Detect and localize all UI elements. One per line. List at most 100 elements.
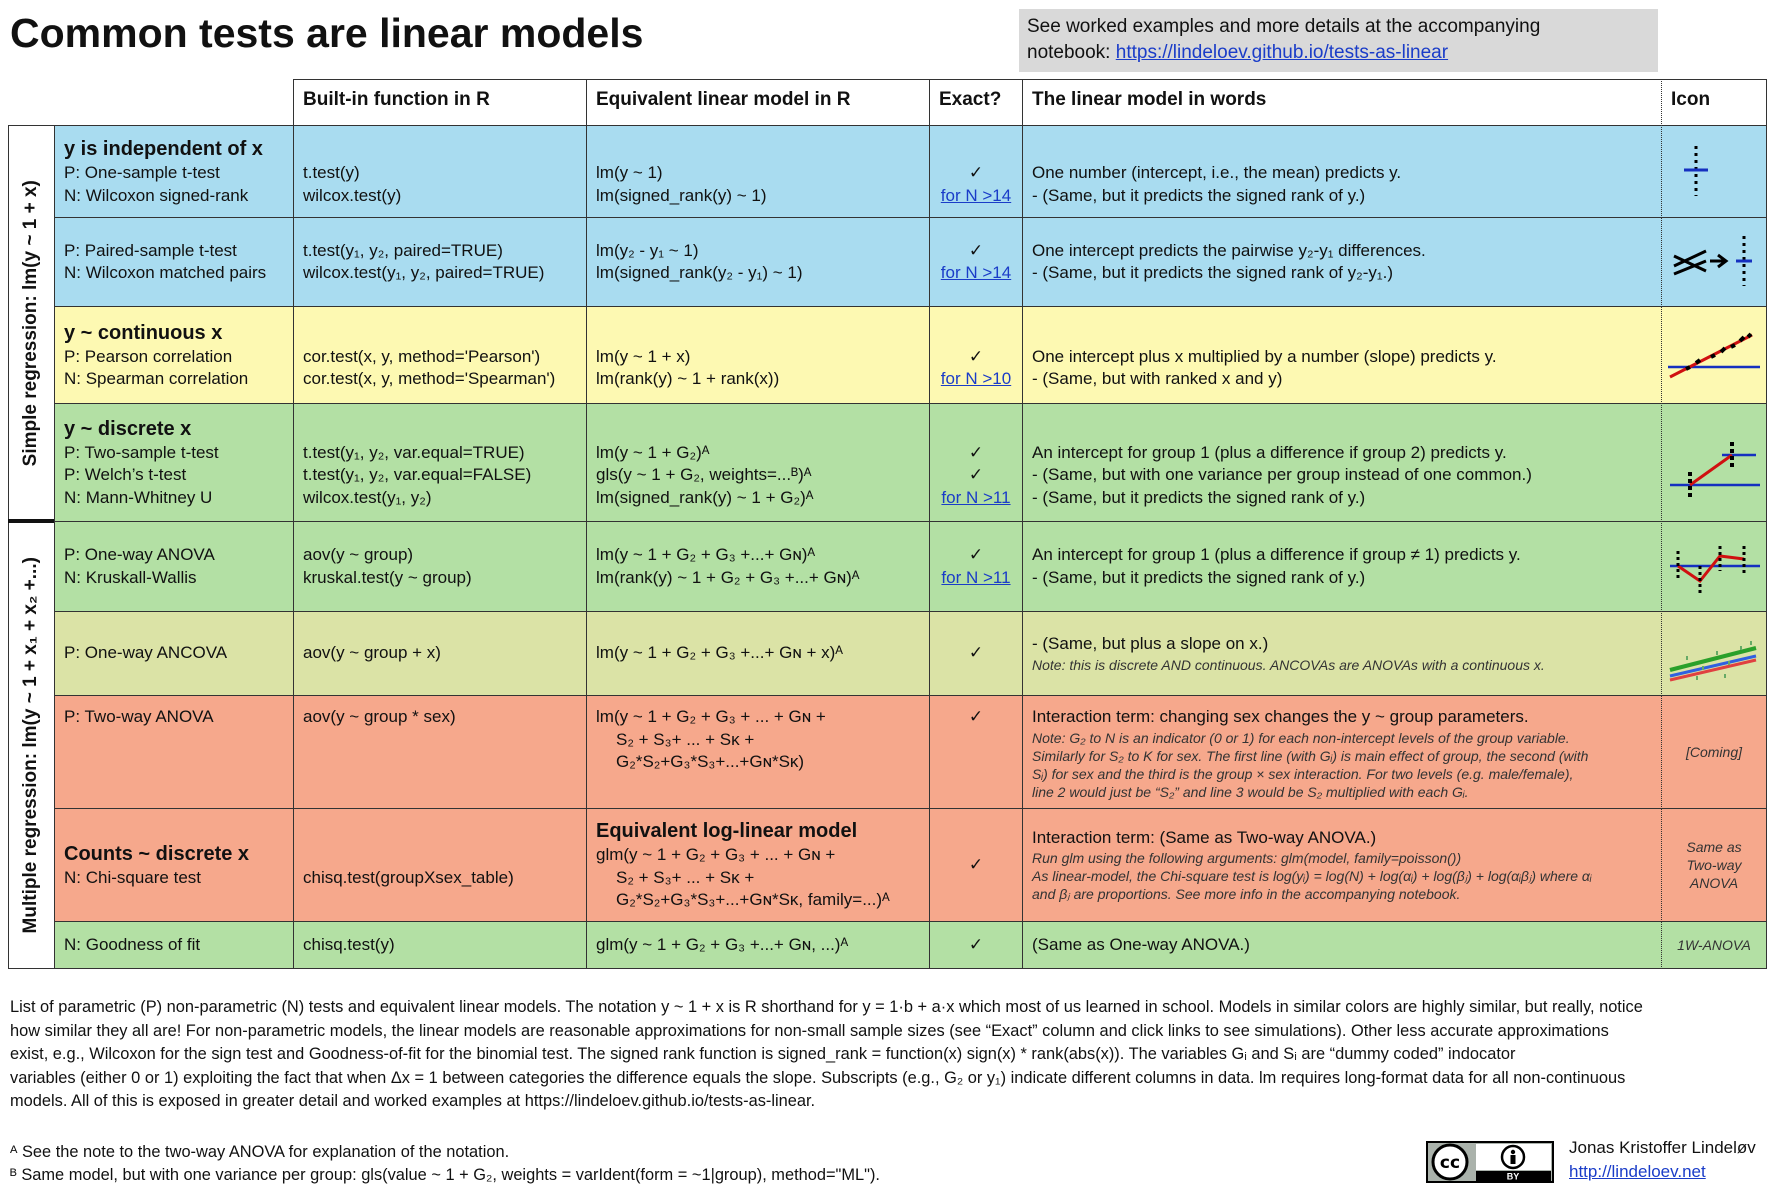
icon-text: ANOVA	[1689, 875, 1739, 891]
r-function: aov(y ~ group + x)	[303, 643, 441, 663]
simulation-link[interactable]: for N >11	[941, 567, 1011, 587]
notebook-link[interactable]: https://lindeloev.github.io/tests-as-lin…	[1115, 42, 1449, 63]
title: Common tests are linear models	[10, 10, 644, 56]
note-line: See worked examples and more details at …	[1027, 16, 1541, 37]
linear-model: lm(y ~ 1 + x)	[596, 346, 691, 366]
model-note: Run glm using the following arguments: g…	[1032, 850, 1462, 867]
test-name: N: Kruskall-Wallis	[64, 567, 197, 587]
r-function: chisq.test(y)	[303, 934, 395, 954]
words-cell: Interaction term: changing sex changes t…	[1022, 695, 1662, 809]
simulation-link[interactable]: for N >14	[940, 185, 1012, 205]
words-cell: An intercept for group 1 (plus a differe…	[1022, 521, 1662, 612]
function-cell: aov(y ~ group + x)	[293, 611, 587, 696]
column-header: Icon	[1661, 79, 1767, 126]
r-function: t.test(y₁, y₂, var.equal=TRUE)	[303, 442, 525, 462]
exact-check: ✓	[968, 442, 984, 462]
icon	[1670, 441, 1760, 497]
model-description: One number (intercept, i.e., the mean) p…	[1032, 163, 1402, 182]
column-header-text: Exact?	[939, 89, 1002, 110]
linear-model: lm(y ~ 1)	[596, 163, 663, 182]
model-description: - (Same, but it predicts the signed rank…	[1032, 487, 1366, 507]
exact-check: ✓	[968, 545, 984, 564]
model-description: - (Same, but it predicts the signed rank…	[1032, 185, 1366, 205]
column-header: Built-in function in R	[293, 79, 587, 126]
icon-cell	[1661, 611, 1767, 696]
simulation-link[interactable]: for N >10	[940, 369, 1012, 388]
exact-check: ✓	[968, 707, 984, 726]
test-name: P: Pearson correlation	[64, 346, 233, 366]
author-block: Jonas Kristoffer Lindeløv http://lindelo…	[1569, 1136, 1756, 1184]
tests-cell: Counts ~ discrete x N: Chi-square test	[54, 808, 294, 922]
r-function: wilcox.test(y₁, y₂, paired=TRUE)	[303, 263, 545, 282]
model-cell: lm(y ~ 1) lm(signed_rank(y) ~ 1)	[586, 125, 930, 218]
model-description: An intercept for group 1 (plus a differe…	[1032, 442, 1507, 462]
row-heading: Counts ~ discrete x	[64, 842, 250, 865]
icon	[1668, 332, 1760, 379]
linear-model: gls(y ~ 1 + G₂, weights=...ᴮ)ᴬ	[596, 465, 812, 485]
tests-cell: y is independent of x P: One-sample t-tes…	[54, 125, 294, 218]
model-description: - (Same, but with ranked x and y)	[1032, 369, 1283, 388]
model-description: Interaction term: (Same as Two-way ANOVA…	[1032, 827, 1377, 847]
icon-cell	[1661, 217, 1767, 307]
simulation-link[interactable]: for N >14	[940, 263, 1012, 282]
exact-cell: ✓ for N >11	[929, 521, 1023, 612]
icon-cell: [Coming]	[1661, 695, 1767, 809]
exact-check: ✓	[968, 465, 984, 485]
function-cell: cor.test(x, y, method='Pearson') cor.test…	[293, 306, 587, 404]
footer-line: models. All of this is exposed in greate…	[10, 1092, 816, 1110]
function-cell: chisq.test(groupXsex_table)	[293, 808, 587, 922]
r-function: kruskal.test(y ~ group)	[303, 567, 472, 587]
exact-check: ✓	[968, 643, 984, 663]
test-name: P: Welch’s t-test	[64, 465, 187, 485]
model-cell: Equivalent log-linear model glm(y ~ 1 + G…	[586, 808, 930, 922]
exact-cell: ✓ ✓ for N >11	[929, 403, 1023, 522]
column-header-text: The linear model in words	[1032, 89, 1267, 110]
model-description: One intercept plus x multiplied by a num…	[1032, 346, 1497, 366]
r-function: aov(y ~ group)	[303, 545, 414, 564]
r-function: cor.test(x, y, method='Pearson')	[303, 346, 541, 366]
license-text: BY	[1507, 1172, 1520, 1182]
row-heading: y ~ continuous x	[64, 321, 223, 344]
test-name: P: One-way ANOVA	[64, 545, 215, 564]
group-label: Multiple regression: lm(y ~ 1 + x₁ + x₂ …	[8, 521, 55, 969]
r-function: t.test(y₁, y₂, paired=TRUE)	[303, 240, 503, 260]
tests-cell: N: Goodness of fit	[54, 921, 294, 969]
model-cell: lm(y ~ 1 + x) lm(rank(y) ~ 1 + rank(x))	[586, 306, 930, 404]
linear-model: lm(y ~ 1 + G₂ + G₃ +...+ Gɴ + x)ᴬ	[596, 643, 843, 663]
note-line: notebook: https://lindeloev.github.io/te…	[1027, 40, 1650, 66]
linear-model: S₂ + S₃+ ... + Sᴋ +	[616, 867, 755, 887]
linear-model: lm(rank(y) ~ 1 + G₂ + G₃ +...+ Gɴ)ᴬ	[596, 567, 860, 587]
test-name: N: Spearman correlation	[64, 369, 249, 388]
test-name: N: Wilcoxon matched pairs	[64, 263, 267, 282]
model-cell: lm(y ~ 1 + G₂ + G₃ +...+ Gɴ + x)ᴬ	[586, 611, 930, 696]
author-link[interactable]: http://lindeloev.net	[1569, 1162, 1706, 1181]
column-header: Equivalent linear model in R	[586, 79, 930, 126]
icon-cell	[1661, 125, 1767, 218]
column-header: The linear model in words	[1022, 79, 1662, 126]
icon-text: 1W-ANOVA	[1677, 937, 1751, 953]
column-header: Exact?	[929, 79, 1023, 126]
icon-cell	[1661, 306, 1767, 404]
words-cell: - (Same, but plus a slope on x.) Note: th…	[1022, 611, 1662, 696]
simulation-link[interactable]: for N >11	[941, 487, 1011, 507]
model-cell: lm(y₂ - y₁ ~ 1) lm(signed_rank(y₂ - y₁) ~…	[586, 217, 930, 307]
function-cell: aov(y ~ group * sex)	[293, 695, 587, 809]
icon-cell: 1W-ANOVA	[1661, 921, 1767, 969]
notebook-box: See worked examples and more details at …	[1019, 9, 1658, 72]
footer-line: List of parametric (P) non-parametric (N…	[10, 998, 1643, 1016]
icon-cell	[1661, 403, 1767, 522]
words-cell: One intercept predicts the pairwise y₂-y…	[1022, 217, 1662, 307]
model-note: As linear-model, the Chi-square test is …	[1032, 868, 1592, 885]
r-function: wilcox.test(y)	[303, 185, 402, 205]
function-cell: t.test(y) wilcox.test(y)	[293, 125, 587, 218]
test-name: P: Two-way ANOVA	[64, 707, 214, 726]
test-name: N: Mann-Whitney U	[64, 487, 213, 507]
model-description: One intercept predicts the pairwise y₂-y…	[1032, 240, 1426, 260]
icon-text: Two-way	[1686, 857, 1742, 873]
linear-model: glm(y ~ 1 + G₂ + G₃ +...+ Gɴ, ...)ᴬ	[596, 934, 849, 954]
icon	[1669, 640, 1757, 681]
tests-cell: P: Paired-sample t-test N: Wilcoxon match…	[54, 217, 294, 307]
note-text: notebook:	[1027, 42, 1116, 63]
model-note: Similarly for S₂ to K for sex. The first…	[1032, 747, 1589, 764]
